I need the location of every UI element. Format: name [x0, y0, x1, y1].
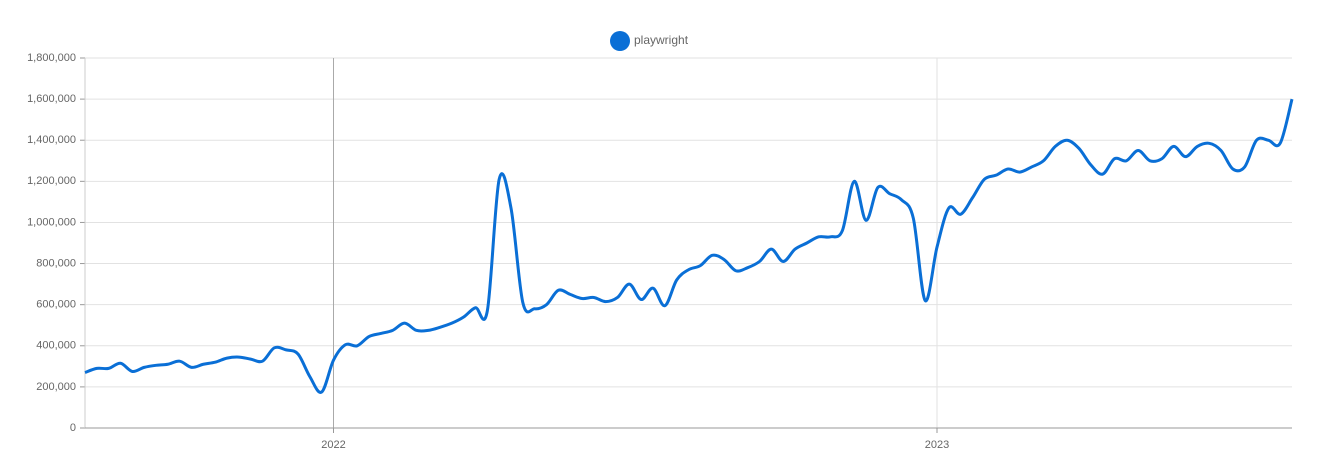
y-tick-label: 1,400,000: [27, 134, 76, 146]
y-tick-label: 400,000: [36, 340, 76, 352]
y-tick-label: 1,800,000: [27, 52, 76, 64]
x-tick-label: 2022: [321, 439, 345, 451]
legend-swatch: [610, 31, 630, 51]
legend-label: playwright: [634, 33, 689, 47]
line-series: [84, 98, 1294, 394]
y-tick-label: 200,000: [36, 381, 76, 393]
x-tick-label: 2023: [925, 439, 949, 451]
y-tick-label: 800,000: [36, 257, 76, 269]
y-tick-label: 1,000,000: [27, 216, 76, 228]
y-tick-label: 1,600,000: [27, 93, 76, 105]
y-tick-label: 1,200,000: [27, 175, 76, 187]
y-tick-label: 600,000: [36, 299, 76, 311]
y-tick-label: 0: [70, 422, 76, 434]
